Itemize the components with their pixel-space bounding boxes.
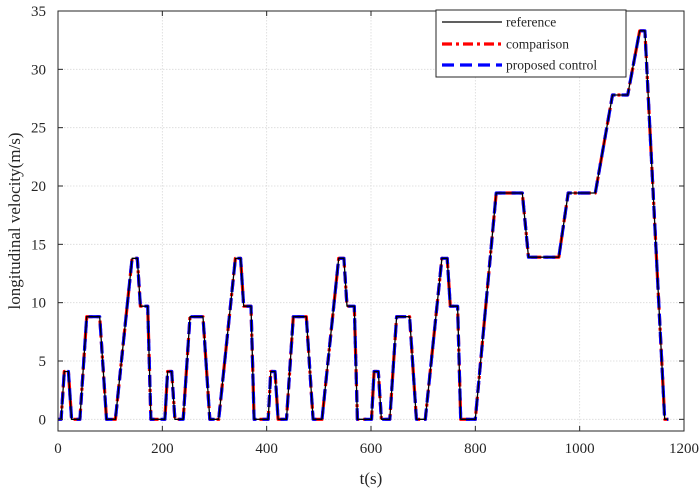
- y-tick-label: 5: [39, 354, 47, 370]
- y-tick-label: 25: [31, 121, 46, 137]
- legend-label-reference: reference: [506, 15, 556, 30]
- y-tick-label: 35: [31, 4, 46, 20]
- legend: reference comparison proposed control: [435, 9, 627, 78]
- series-group: [58, 29, 669, 421]
- y-tick-label: 0: [39, 412, 47, 428]
- y-axis-label: longitudinal velocity(m/s): [5, 132, 24, 309]
- x-tick-label: 600: [360, 441, 383, 457]
- x-tick-label: 0: [54, 441, 62, 457]
- series-line-reference: [58, 30, 669, 420]
- y-tick-label: 20: [31, 179, 46, 195]
- legend-label-proposed-control: proposed control: [506, 58, 597, 73]
- y-tick-label: 30: [31, 62, 46, 78]
- y-tick-label: 15: [31, 237, 46, 253]
- x-tick-label: 200: [151, 441, 174, 457]
- x-axis-label: t(s): [360, 469, 383, 488]
- tick-labels: 0 200 400 600 800 1000 1200 0 5 10 15 20 25 30 35: [31, 4, 699, 457]
- x-tick-label: 400: [255, 441, 278, 457]
- x-tick-label: 800: [464, 441, 487, 457]
- x-tick-label: 1000: [565, 441, 595, 457]
- y-tick-label: 10: [31, 296, 46, 312]
- x-tick-label: 1200: [669, 441, 699, 457]
- axis-ticks: [57, 10, 685, 431]
- legend-label-comparison: comparison: [506, 37, 569, 52]
